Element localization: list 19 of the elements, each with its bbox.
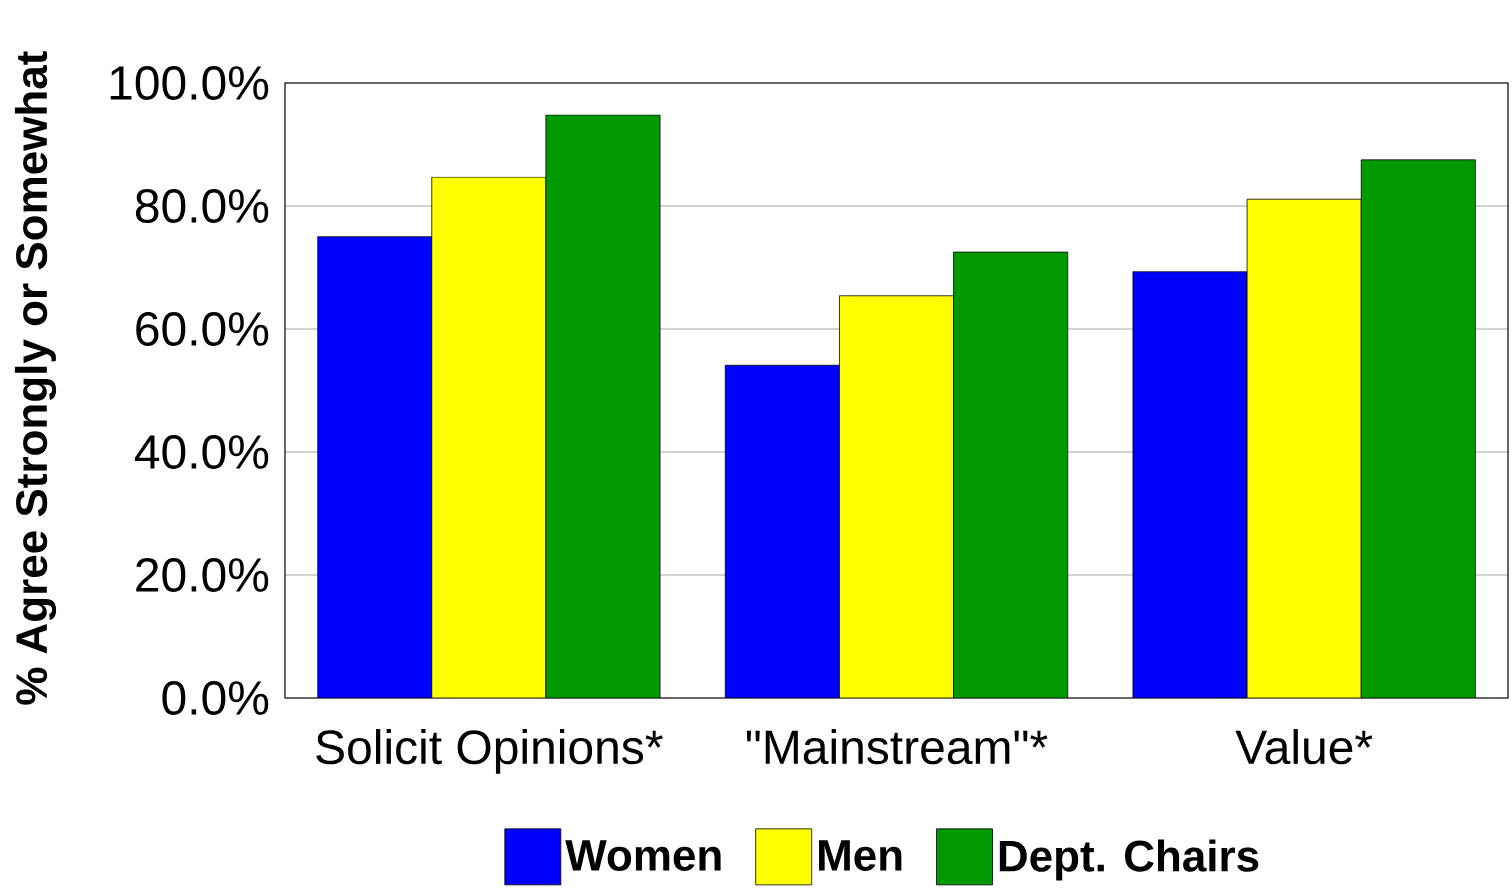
bar [545,114,661,698]
y-tick-label: 100.0% [110,66,269,100]
y-tick-label: 0.0% [162,681,269,715]
legend-label: Dept. Chairs [999,839,1259,881]
legend-label: Men [819,840,902,871]
bar [431,176,547,698]
y-tick-label: 20.0% [136,558,269,592]
bar [953,251,1069,698]
y-tick-label: 80.0% [135,189,269,223]
x-tick-label: Value* [1235,729,1373,765]
x-tick-label: Solicit Opinions* [316,729,663,774]
y-tick-label: 40.0% [134,435,269,469]
bar [1360,159,1476,698]
y-axis-title: % Agree Strongly or Somewhat [14,51,57,705]
bar [839,295,954,698]
legend-label: Women [565,840,721,871]
y-tick-label: 60.0% [136,312,269,346]
bar [1246,198,1362,698]
x-tick-label: "Mainstream"* [746,729,1048,765]
